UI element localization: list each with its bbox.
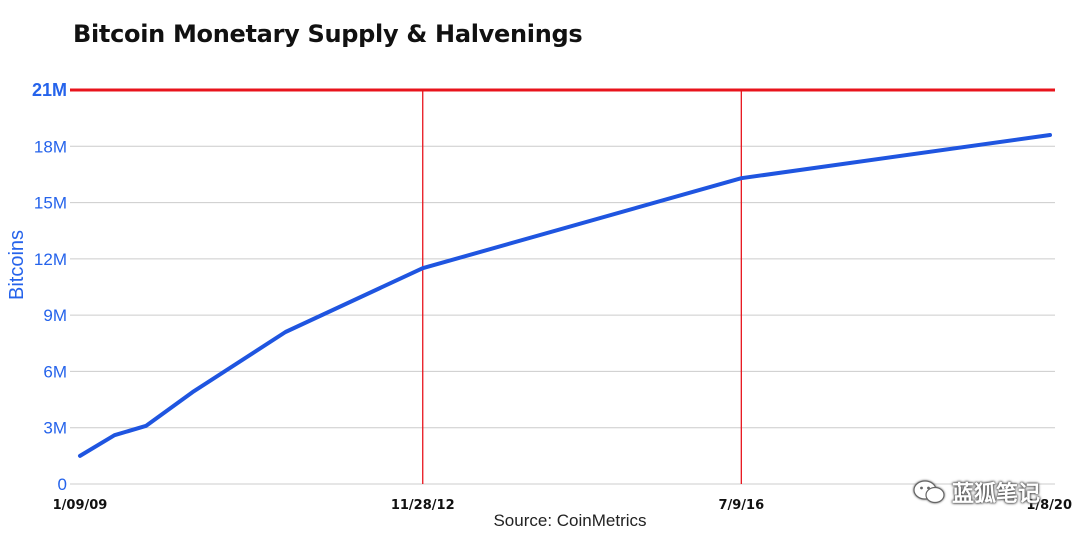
y-tick-label: 12M — [34, 250, 67, 269]
y-tick-labels: 0 3M 6M 9M 12M 15M 18M 21M — [32, 80, 67, 494]
y-tick-label: 15M — [34, 194, 67, 213]
x-tick-label: 11/28/12 — [391, 498, 455, 513]
y-tick-label: 9M — [43, 306, 67, 325]
y-tick-label: 0 — [58, 475, 67, 494]
x-tick-labels: 1/09/09 11/28/12 7/9/16 1/8/20 — [53, 498, 1072, 513]
chat-bubbles-icon — [913, 480, 945, 504]
x-tick-label: 1/8/20 — [1026, 498, 1072, 513]
y-axis-label: Bitcoins — [6, 230, 28, 300]
y-tick-label: 6M — [43, 362, 67, 381]
supply-series-line — [78, 133, 1052, 458]
y-tick-label: 18M — [34, 137, 67, 156]
watermark: 蓝狐笔记 — [912, 476, 1040, 508]
watermark-text: 蓝狐笔记 — [951, 482, 1040, 507]
y-tick-label: 21M — [32, 80, 67, 100]
y-tick-label: 3M — [43, 419, 67, 438]
source-note: Source: CoinMetrics — [493, 511, 647, 530]
gridlines — [70, 88, 1055, 485]
chart-title: Bitcoin Monetary Supply & Halvenings — [73, 20, 583, 48]
x-tick-label: 1/09/09 — [53, 498, 108, 513]
halving-markers — [422, 90, 742, 484]
series-layer — [78, 133, 1052, 458]
x-tick-label: 7/9/16 — [718, 498, 764, 513]
